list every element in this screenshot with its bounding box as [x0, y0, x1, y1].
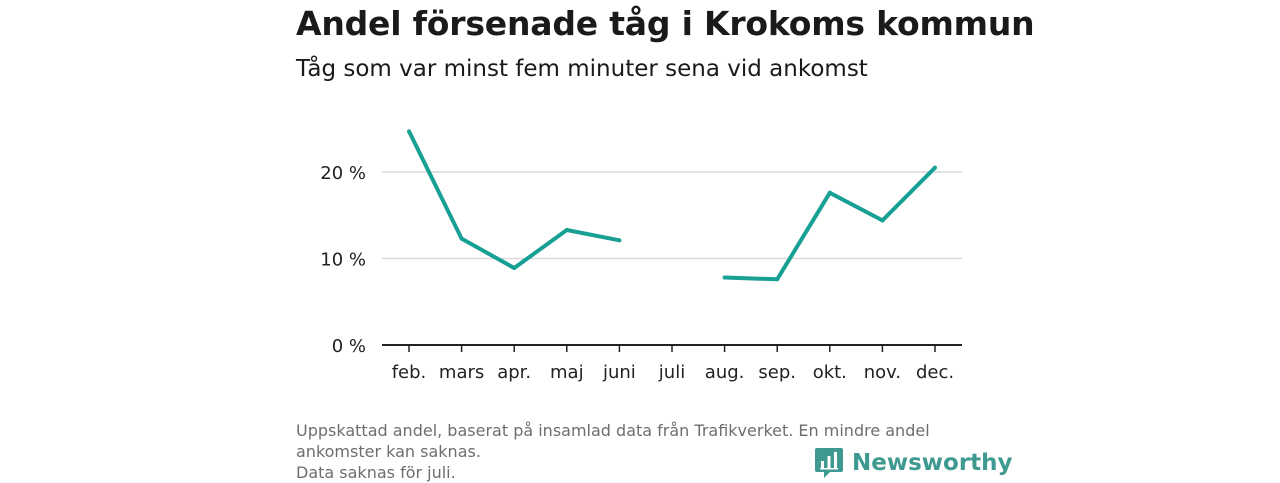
x-tick-label: dec.: [916, 362, 954, 383]
data-point: [459, 236, 464, 241]
brand-logo: Newsworthy: [814, 446, 1013, 480]
x-tick-label: mars: [439, 362, 484, 383]
x-tick-label: juli: [658, 362, 685, 383]
x-tick-label: sep.: [758, 362, 796, 383]
gridlines: [382, 171, 962, 260]
x-tick-label: nov.: [864, 362, 901, 383]
y-tick-label: 10 %: [320, 250, 366, 271]
series-layer: [407, 129, 937, 282]
data-point: [933, 165, 937, 170]
x-tick-label: feb.: [392, 362, 427, 383]
x-tick-label: maj: [550, 362, 584, 383]
series-line-segment: [724, 166, 937, 282]
data-point: [564, 227, 569, 232]
x-tick-label: apr.: [497, 362, 531, 383]
data-point: [512, 266, 517, 271]
data-point: [880, 218, 885, 223]
chart-subtitle: Tåg som var minst fem minuter sena vid a…: [296, 56, 868, 82]
x-tick-label: okt.: [813, 362, 847, 383]
newsworthy-logo-icon: [815, 448, 843, 478]
x-tick-label: aug.: [705, 362, 745, 383]
data-point: [617, 238, 622, 243]
chart-title: Andel försenade tåg i Krokoms kommun: [296, 4, 1035, 43]
axes: 0 % 10 % 20 % feb. mars apr. maj juni juli aug. se…: [320, 163, 962, 383]
footnote: Uppskattad andel, baserat på insamlad da…: [296, 420, 986, 483]
series-line-segment: [407, 130, 620, 270]
data-point: [722, 275, 727, 280]
footnote-line-source: Uppskattad andel, baserat på insamlad da…: [296, 421, 930, 461]
data-point: [775, 277, 780, 282]
data-point: [827, 190, 832, 195]
x-tick-label: juni: [602, 362, 636, 383]
y-tick-label: 20 %: [320, 163, 366, 184]
footnote-line-missing: Data saknas för juli.: [296, 463, 456, 482]
y-tick-label: 0 %: [332, 336, 366, 357]
brand-name: Newsworthy: [852, 450, 1013, 476]
data-point: [407, 129, 411, 134]
